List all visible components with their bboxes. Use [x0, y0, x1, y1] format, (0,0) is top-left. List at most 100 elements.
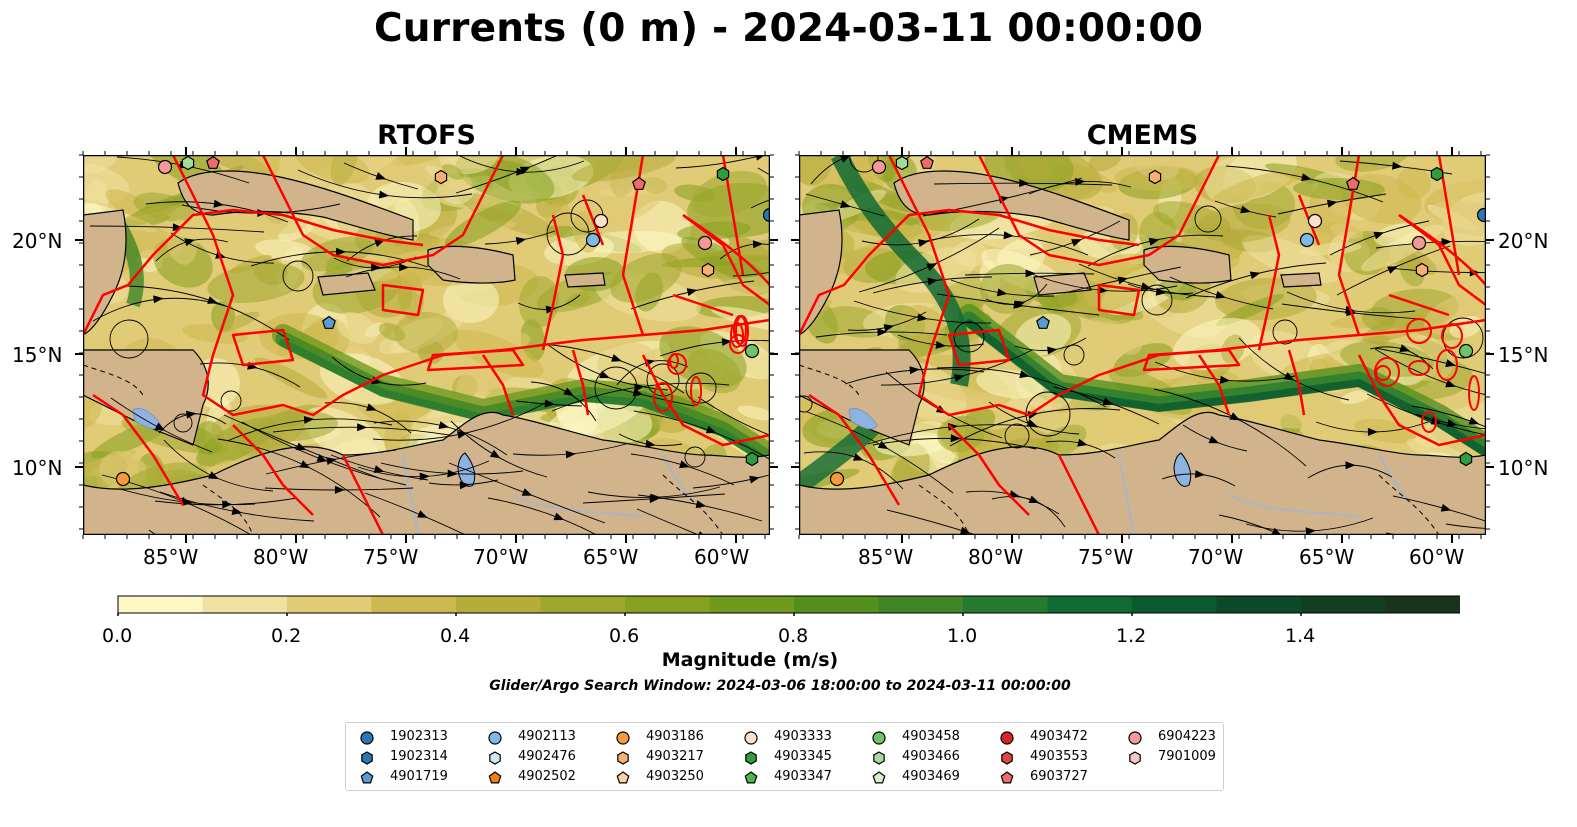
legend-label: 4902113 [518, 729, 576, 744]
legend-marker-pentagon[interactable] [360, 771, 374, 784]
lon-tick-label: 75°W [363, 545, 419, 569]
float-marker-4901719[interactable] [322, 315, 336, 329]
colorbar-segment [287, 596, 372, 613]
float-marker-4903458[interactable] [1458, 343, 1474, 359]
lat-tick-label-right: 10°N [1498, 456, 1549, 480]
map-panel-cmems[interactable] [799, 155, 1486, 535]
legend-marker-pentagon[interactable] [872, 771, 886, 784]
legend-marker-circle[interactable] [744, 731, 758, 745]
legend-label: 4903345 [774, 749, 832, 764]
float-marker-6903727[interactable] [632, 176, 646, 190]
legend-label: 4903217 [646, 749, 704, 764]
legend-marker-circle[interactable] [488, 731, 502, 745]
colorbar-segment [118, 596, 203, 613]
float-marker-4903186[interactable] [115, 471, 131, 487]
float-marker-4903186[interactable] [829, 471, 845, 487]
legend-marker-circle[interactable] [1128, 731, 1142, 745]
country-borders [83, 364, 724, 535]
legend-marker-circle[interactable] [1000, 731, 1014, 745]
lat-tick-label-left: 10°N [12, 456, 63, 480]
colorbar-tick-label: 1.2 [1116, 625, 1147, 647]
colorbar-segment [456, 596, 541, 613]
float-marker-4903333[interactable] [593, 213, 609, 229]
legend-marker-hexagon[interactable] [873, 751, 885, 765]
panel-title-cmems: CMEMS [1086, 120, 1199, 151]
float-marker-4903217[interactable] [1148, 169, 1162, 185]
colorbar-segment [1132, 596, 1217, 613]
legend-label: 4903347 [774, 769, 832, 784]
lon-tick-label: 70°W [473, 545, 529, 569]
legend-label: 1902313 [390, 729, 448, 744]
land [799, 170, 1486, 535]
lake-nicaragua [848, 408, 878, 430]
colorbar-segment [963, 596, 1048, 613]
float-marker-4901719[interactable] [1036, 315, 1050, 329]
rivers [1118, 454, 1410, 535]
float-marker-6904223[interactable] [157, 159, 173, 175]
float-marker-1902313[interactable] [762, 207, 771, 223]
colorbar-tick-label: 0.0 [102, 625, 133, 647]
map-tick-marks [75, 147, 1494, 543]
lon-tick-label: 80°W [253, 545, 309, 569]
lat-tick-label-right: 15°N [1498, 343, 1549, 367]
legend-label: 6903727 [1030, 769, 1088, 784]
colorbar-label: Magnitude (m/s) [661, 649, 839, 671]
legend-marker-pentagon[interactable] [488, 771, 502, 784]
legend-marker-hexagon[interactable] [489, 751, 501, 765]
map-frame [799, 155, 1486, 535]
legend-marker-hexagon[interactable] [617, 751, 629, 765]
lon-tick-label: 65°W [1299, 545, 1355, 569]
float-marker-6903727[interactable] [206, 155, 220, 169]
colorbar-segment [1216, 596, 1302, 613]
float-marker-6904223[interactable] [697, 235, 713, 251]
colorbar-tick-label: 0.8 [778, 625, 809, 647]
legend-marker-pentagon[interactable] [1000, 771, 1014, 784]
float-marker-4903217[interactable] [701, 262, 715, 278]
legend-label: 1902314 [390, 749, 448, 764]
legend-marker-circle[interactable] [872, 731, 886, 745]
float-marker-6903727[interactable] [920, 155, 934, 169]
legend-marker-circle[interactable] [616, 731, 630, 745]
float-marker-4903345[interactable] [1459, 451, 1473, 467]
float-marker-4903345[interactable] [745, 451, 759, 467]
strong-current-band [799, 155, 1486, 494]
lon-tick-label: 60°W [694, 545, 750, 569]
float-marker-1902313[interactable] [1476, 207, 1487, 223]
legend-marker-hexagon[interactable] [745, 751, 757, 765]
float-marker-4903345[interactable] [1430, 166, 1444, 182]
legend-marker-hexagon[interactable] [1129, 751, 1141, 765]
legend-marker-hexagon[interactable] [361, 751, 373, 765]
float-marker-4903466[interactable] [181, 155, 195, 171]
legend-marker-pentagon[interactable] [616, 771, 630, 784]
float-marker-4903333[interactable] [1307, 213, 1323, 229]
float-marker-4903345[interactable] [716, 166, 730, 182]
lon-tick-label: 80°W [968, 545, 1024, 569]
float-marker-4903458[interactable] [744, 343, 760, 359]
legend-label: 4902476 [518, 749, 576, 764]
eez-boundaries [83, 155, 770, 535]
legend-label: 4903186 [646, 729, 704, 744]
lake-nicaragua [132, 408, 162, 430]
float-marker-6903727[interactable] [1346, 176, 1360, 190]
float-marker-4902113[interactable] [1299, 232, 1315, 248]
float-marker-4903217[interactable] [434, 169, 448, 185]
legend-marker-circle[interactable] [360, 731, 374, 745]
eez-boundaries [799, 155, 1486, 535]
colorbar [117, 595, 1460, 616]
legend-label: 7901009 [1158, 749, 1216, 764]
lon-tick-label: 85°W [858, 545, 914, 569]
legend-marker-pentagon[interactable] [744, 771, 758, 784]
lon-tick-label: 70°W [1188, 545, 1244, 569]
float-marker-6904223[interactable] [1411, 235, 1427, 251]
colorbar-tick-label: 0.6 [609, 625, 640, 647]
float-marker-4902113[interactable] [585, 232, 601, 248]
rivers [402, 454, 694, 535]
float-marker-6904223[interactable] [871, 159, 887, 175]
float-marker-4903466[interactable] [895, 155, 909, 171]
float-marker-4903217[interactable] [1415, 262, 1429, 278]
legend-marker-hexagon[interactable] [1001, 751, 1013, 765]
float-markers [829, 155, 1487, 487]
map-panel-rtofs[interactable] [83, 155, 770, 535]
colorbar-tick-label: 1.4 [1285, 625, 1316, 647]
panel-title-rtofs: RTOFS [377, 120, 476, 151]
